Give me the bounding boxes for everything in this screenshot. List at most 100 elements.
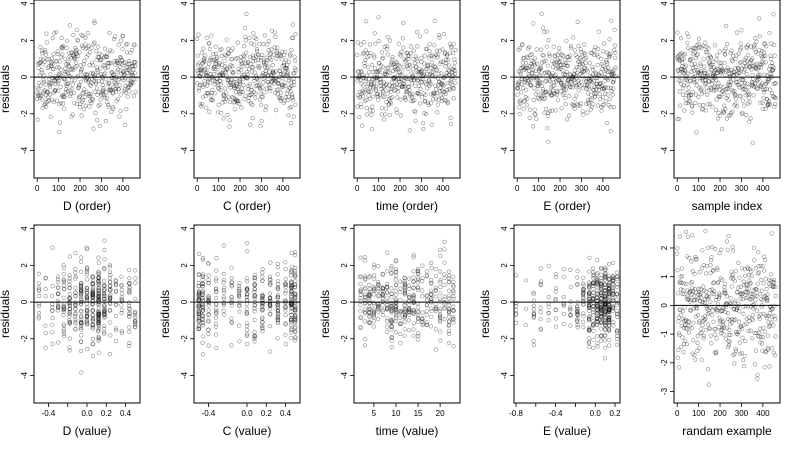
data-point [261,41,266,47]
data-point [696,94,701,99]
data-point [605,92,610,97]
data-point [433,96,439,101]
data-point [589,92,594,97]
data-point [762,254,767,259]
data-point [532,86,537,91]
data-point [48,81,53,86]
data-point [121,78,126,83]
data-point [119,71,124,76]
data-point [69,50,74,55]
data-point [77,94,82,99]
data-point [409,98,414,104]
data-point [209,33,214,38]
data-point [387,82,392,87]
data-point [752,362,758,367]
data-point [596,29,601,34]
data-point [66,81,71,86]
data-point [271,52,276,57]
data-point [74,51,79,56]
data-point [678,287,684,292]
data-point [536,84,541,89]
data-point [132,42,137,47]
data-point [760,100,765,105]
data-point [523,323,528,328]
data-point [40,62,45,67]
data-point [43,93,49,98]
data-point [267,82,272,87]
data-point [395,89,401,94]
data-point [115,67,121,72]
data-point [422,72,427,77]
data-point [438,285,443,290]
data-point [58,67,63,72]
data-point [368,89,373,94]
data-point [93,110,98,115]
data-point [599,108,604,113]
data-point [756,250,761,255]
data-point [430,53,435,58]
data-point [749,336,755,341]
data-point [119,274,124,279]
data-point [591,328,596,334]
data-point [442,275,447,281]
data-point [429,306,434,311]
data-point [520,56,526,61]
data-point [751,245,757,250]
data-point [451,274,456,280]
data-point [283,333,288,338]
x-axis-label: C (order) [223,199,271,213]
data-point [538,310,543,315]
data-point [82,76,87,81]
data-point [229,69,235,74]
y-tick-label: -2 [500,110,509,118]
data-point [78,348,84,354]
data-point [124,70,129,76]
data-point [448,78,453,83]
data-point [37,60,42,66]
data-point [445,52,450,57]
data-point [533,92,539,97]
data-point [548,79,553,84]
data-point [133,280,138,286]
data-point [57,59,62,64]
data-point [222,58,227,63]
data-point [730,248,736,253]
data-point [543,106,549,111]
data-point [615,277,620,282]
data-point [266,79,271,84]
data-point [110,105,115,110]
data-point [517,105,522,110]
x-tick-label: 15 [414,409,423,418]
data-point [63,66,68,71]
data-point [267,55,273,61]
data-point [106,102,111,108]
data-point [50,66,56,71]
data-point [214,55,220,60]
data-point [554,66,559,71]
data-point [218,82,224,87]
data-point [291,98,296,103]
data-point [733,56,738,62]
data-point [413,64,419,69]
data-point [229,57,234,62]
x-tick-label: 200 [233,184,247,193]
data-point [690,110,695,115]
data-point [525,96,530,101]
data-point [436,97,441,102]
data-point [284,67,289,72]
data-point [531,338,536,344]
data-point [436,83,441,88]
data-point [65,61,70,67]
data-point [208,56,213,61]
data-point [701,102,706,108]
data-point [100,87,106,92]
data-point [260,94,265,99]
data-point [90,97,95,102]
x-tick-label: 0.4 [280,409,292,418]
data-point [392,88,397,93]
data-point [126,62,131,67]
data-point [547,78,552,83]
data-point [119,291,124,296]
data-point [372,66,378,71]
data-point [109,49,114,54]
